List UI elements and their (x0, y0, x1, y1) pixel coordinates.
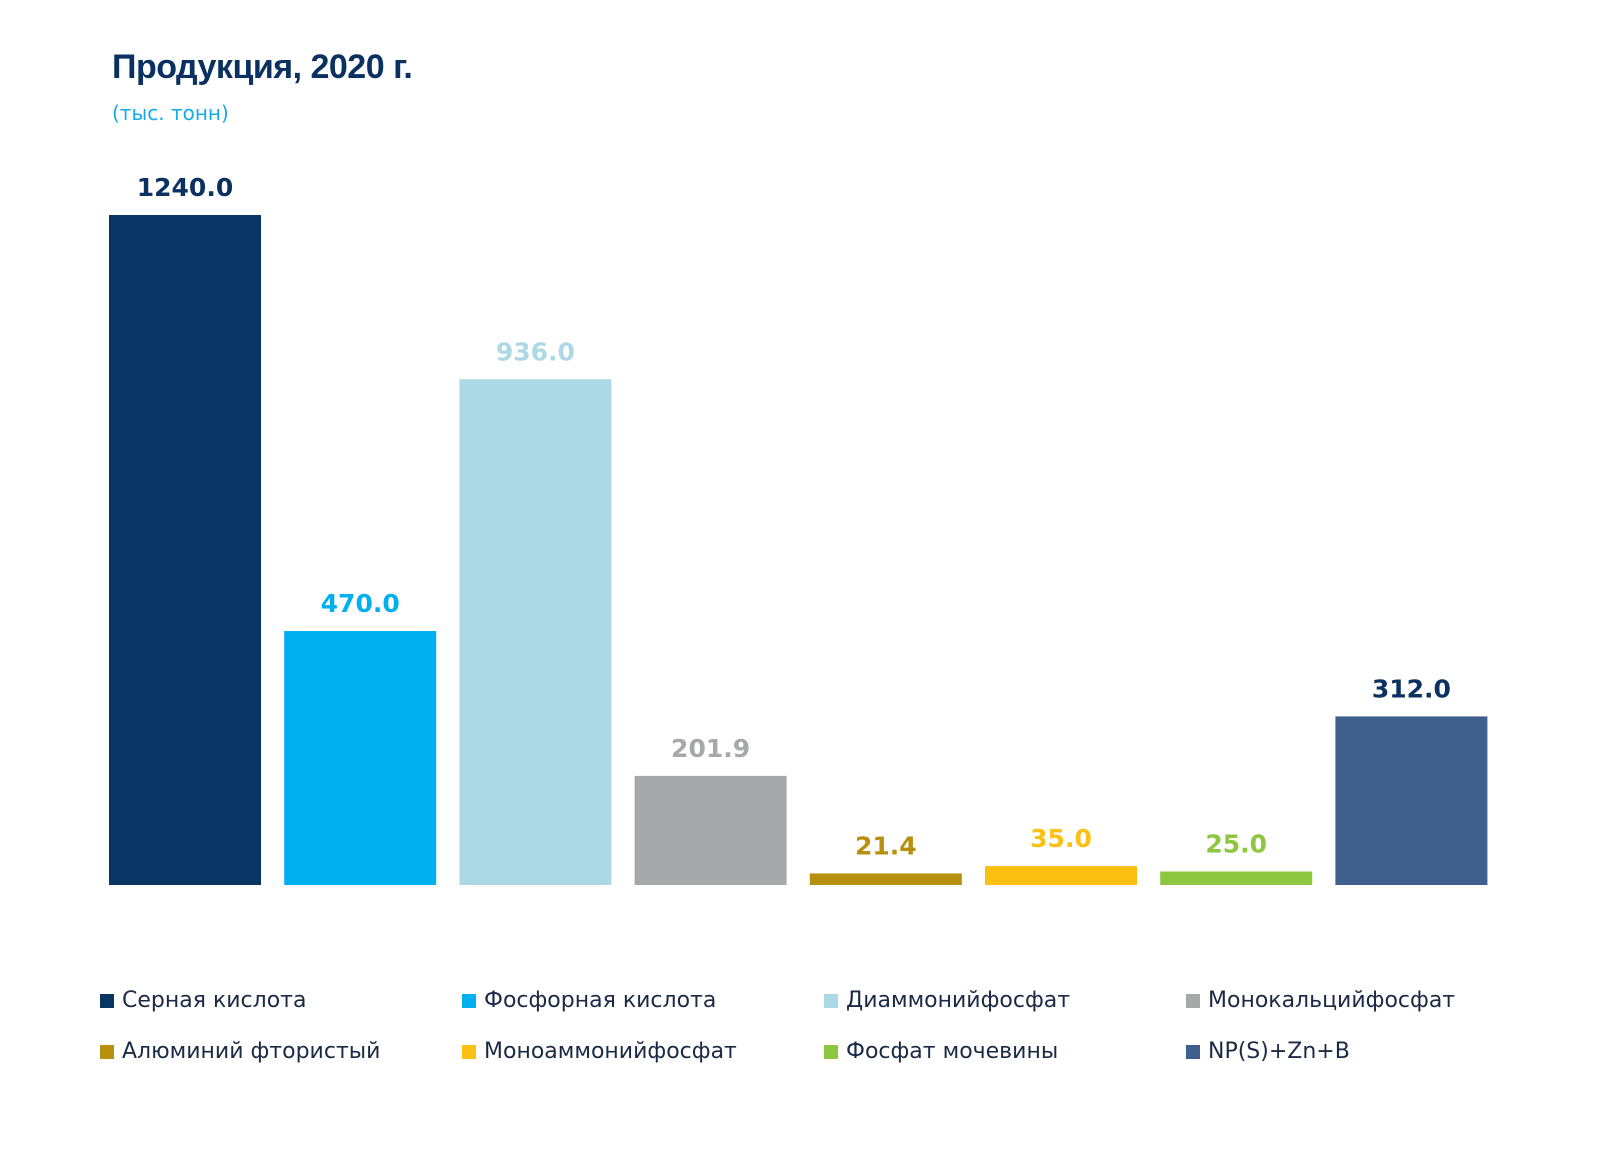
bar-1 (109, 215, 261, 885)
legend-swatch (824, 993, 838, 1008)
bar-value-label: 936.0 (496, 337, 575, 366)
chart-title: Продукция, 2020 г. (112, 48, 413, 86)
legend-label: Монокальцийфосфат (1208, 988, 1456, 1013)
bar-2 (284, 631, 437, 885)
legend-item: NP(S)+Zn+B (1186, 1039, 1350, 1064)
legend-swatch (824, 1044, 838, 1059)
bar-value-label: 470.0 (321, 589, 400, 618)
bar-5 (809, 873, 962, 885)
bar-value-label: 25.0 (1205, 829, 1267, 858)
bar-6 (985, 866, 1137, 885)
legend-label: Серная кислота (122, 988, 307, 1013)
bar-8 (1335, 716, 1488, 885)
legend-swatch (100, 993, 114, 1008)
legend-item: Серная кислота (100, 988, 306, 1013)
legend-swatch (1186, 1044, 1200, 1059)
bar-3 (459, 379, 612, 885)
bar-value-label: 312.0 (1372, 674, 1451, 703)
legend-swatch (462, 993, 476, 1008)
legend-label: Фосфат мочевины (846, 1039, 1059, 1064)
legend-swatch (462, 1044, 476, 1059)
bar-value-label: 1240.0 (137, 173, 233, 202)
chart-subtitle: (тыс. тонн) (112, 101, 229, 125)
bar-chart: 1240.0 470.0 936.0 201.9 21.4 35.0 25.0 312.0 (109, 173, 1488, 885)
legend-item: Моноаммонийфосфат (462, 1039, 737, 1064)
bar-value-label: 35.0 (1030, 824, 1092, 853)
legend-item: Фосфорная кислота (462, 988, 716, 1013)
bar-4 (634, 775, 787, 885)
legend-swatch (100, 1044, 114, 1059)
legend-label: Алюминий фтористый (122, 1039, 381, 1064)
legend-label: Диаммонийфосфат (846, 988, 1071, 1013)
legend-label: Моноаммонийфосфат (484, 1039, 737, 1064)
legend-item: Фосфат мочевины (824, 1039, 1058, 1064)
legend-item: Алюминий фтористый (100, 1039, 380, 1064)
legend-swatch (1186, 993, 1200, 1008)
bar-value-label: 21.4 (855, 831, 917, 860)
bar-value-label: 201.9 (671, 734, 750, 763)
bar-7 (1160, 871, 1313, 885)
legend-label: NP(S)+Zn+B (1208, 1039, 1350, 1064)
legend-item: Диаммонийфосфат (824, 988, 1070, 1013)
legend-label: Фосфорная кислота (484, 988, 717, 1013)
legend-item: Монокальцийфосфат (1186, 988, 1455, 1013)
